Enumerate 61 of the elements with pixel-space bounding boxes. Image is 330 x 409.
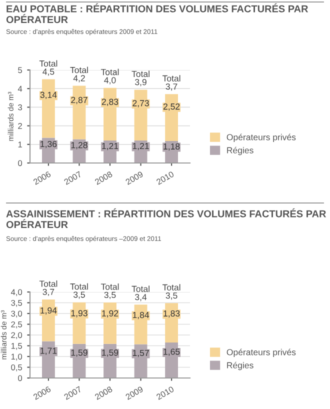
total-label: Total 3,5 bbox=[162, 284, 180, 300]
y-tick-label: 3,5 bbox=[11, 300, 22, 307]
x-tick-label: 2009 bbox=[125, 171, 144, 185]
data-label: 1,59 bbox=[102, 350, 118, 357]
total-label: Total 3,9 bbox=[132, 70, 150, 86]
y-tick-label: 0 bbox=[18, 160, 22, 166]
y-tick-label: 5 bbox=[18, 67, 22, 74]
data-label: 1,94 bbox=[40, 307, 57, 315]
data-label: 3,14 bbox=[40, 92, 57, 100]
total-label: Total 4,5 bbox=[39, 60, 58, 76]
x-tick-label: 2008 bbox=[94, 386, 113, 400]
y-tick-label: 1,0 bbox=[11, 354, 22, 361]
data-label: 2,83 bbox=[102, 98, 118, 106]
x-tick-label: 2006 bbox=[32, 386, 52, 400]
legend-label: Régies bbox=[227, 146, 254, 156]
y-tick-label: 0 bbox=[18, 375, 22, 382]
y-tick-label: 3 bbox=[18, 104, 22, 110]
legend-label: Opérateurs privés bbox=[226, 134, 296, 142]
x-tick-label: 2008 bbox=[94, 171, 113, 185]
data-label: 1,59 bbox=[71, 350, 88, 357]
data-label: 1,93 bbox=[71, 310, 88, 318]
x-tick-label: 2007 bbox=[64, 386, 82, 400]
data-label: 1,21 bbox=[102, 142, 118, 150]
y-tick-label: 1,5 bbox=[11, 343, 22, 350]
y-tick-label: 2 bbox=[18, 123, 22, 129]
y-tick-label: 3,0 bbox=[11, 310, 22, 318]
data-label: 1,21 bbox=[132, 142, 149, 150]
data-label: 1,36 bbox=[40, 140, 57, 148]
data-label: 2,73 bbox=[132, 100, 149, 108]
total-label: Total 3,7 bbox=[162, 75, 180, 91]
legend-label: Régies bbox=[227, 362, 254, 370]
total-label: Total 4,0 bbox=[100, 68, 119, 84]
y-tick-label: 1 bbox=[18, 142, 22, 148]
y-tick-label: 2,0 bbox=[11, 332, 22, 340]
chart-title: EAU POTABLE : RÉPARTITION DES VOLUMES FACTURÉS PAR OPÉRATEUR bbox=[6, 3, 308, 24]
data-label: 1,92 bbox=[102, 310, 118, 318]
data-label: 1,71 bbox=[40, 348, 57, 355]
data-label: 1,28 bbox=[71, 142, 88, 150]
x-tick-label: 2010 bbox=[156, 170, 174, 185]
total-label: Total 3,7 bbox=[39, 280, 58, 296]
total-label: Total 4,2 bbox=[70, 66, 88, 82]
x-tick-label: 2007 bbox=[64, 171, 82, 185]
total-label: Total 3,5 bbox=[100, 283, 119, 300]
y-tick-label: 4 bbox=[18, 86, 22, 92]
legend-label: Opérateurs privés bbox=[226, 348, 296, 358]
chart-title: ASSAINISSEMENT : RÉPARTITION DES VOLUMES FACTURÉS PAR OPÉRATEUR bbox=[6, 208, 326, 228]
total-label: Total 3,4 bbox=[132, 286, 150, 302]
data-label: 1,57 bbox=[132, 350, 149, 358]
x-tick-label: 2010 bbox=[156, 386, 174, 400]
data-label: 1,84 bbox=[132, 312, 150, 320]
x-tick-label: 2009 bbox=[125, 386, 144, 400]
y-tick-label: 2,5 bbox=[11, 321, 22, 328]
data-label: 2,52 bbox=[163, 103, 180, 111]
data-label: 1,18 bbox=[164, 143, 180, 151]
total-label: Total 3,5 bbox=[70, 283, 88, 299]
y-tick-label: 0,5 bbox=[11, 364, 22, 372]
x-tick-label: 2006 bbox=[32, 171, 52, 185]
y-tick-label: 4,0 bbox=[10, 289, 22, 296]
data-label: 1,65 bbox=[164, 348, 180, 356]
data-label: 2,87 bbox=[71, 96, 88, 104]
data-label: 1,83 bbox=[164, 310, 180, 318]
